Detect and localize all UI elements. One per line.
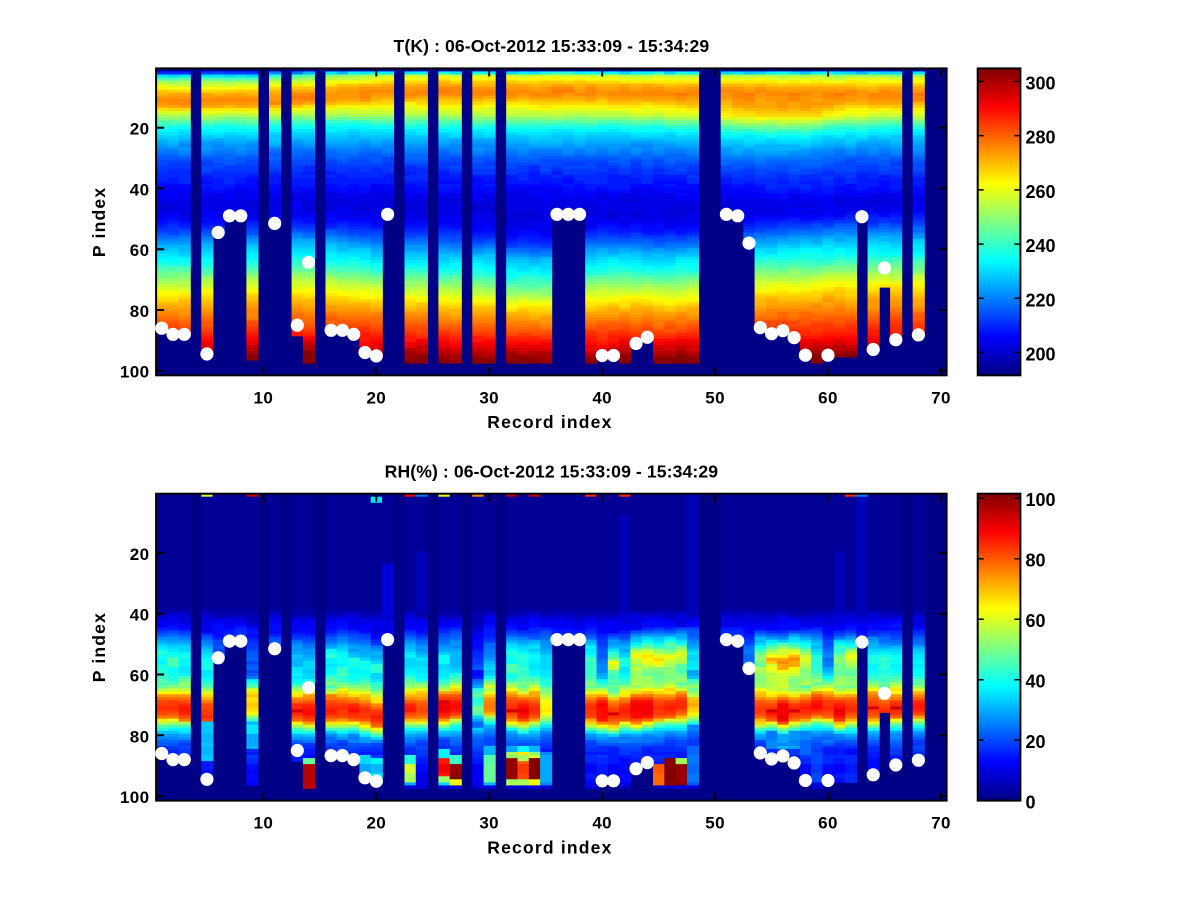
- svg-text:200: 200: [1026, 345, 1056, 365]
- svg-text:60: 60: [130, 241, 150, 260]
- svg-text:20: 20: [130, 120, 150, 139]
- svg-text:220: 220: [1026, 290, 1056, 310]
- svg-text:Record index: Record index: [487, 412, 612, 432]
- svg-text:300: 300: [1026, 73, 1056, 93]
- svg-text:40: 40: [130, 180, 150, 199]
- svg-text:30: 30: [479, 388, 499, 407]
- svg-text:80: 80: [130, 302, 150, 321]
- svg-text:260: 260: [1026, 182, 1056, 202]
- svg-text:100: 100: [120, 363, 150, 382]
- svg-text:60: 60: [818, 388, 838, 407]
- svg-text:P index: P index: [89, 187, 109, 257]
- svg-text:50: 50: [705, 388, 725, 407]
- svg-text:240: 240: [1026, 236, 1056, 256]
- svg-text:T(K) : 06-Oct-2012 15:33:09 -: T(K) : 06-Oct-2012 15:33:09 - 15:34:29: [394, 36, 710, 56]
- svg-text:40: 40: [592, 388, 612, 407]
- svg-text:20: 20: [366, 388, 386, 407]
- svg-text:10: 10: [254, 388, 274, 407]
- svg-text:70: 70: [931, 388, 951, 407]
- svg-text:280: 280: [1026, 128, 1056, 148]
